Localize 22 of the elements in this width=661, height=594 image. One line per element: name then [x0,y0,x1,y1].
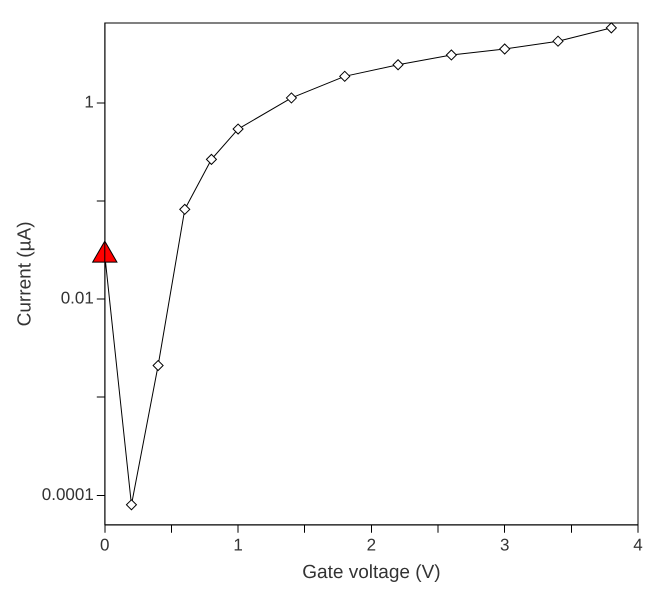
point [446,49,457,60]
y-tick-label: 0.0001 [42,484,94,504]
y-axis-title: Current (µA) [14,221,36,326]
point [339,70,350,82]
y-tick-label: 1 [84,92,94,112]
x-tick-label: 0 [100,536,110,555]
point [152,360,164,372]
x-axis-title: Gate voltage (V) [302,562,441,583]
point [499,44,510,55]
point [552,36,564,47]
x-tick-label: 1 [233,536,243,555]
x-tick-label: 4 [633,536,643,555]
point [232,124,244,135]
point [606,22,617,34]
y-tick-label: 0.01 [60,288,94,308]
point [392,59,404,70]
point [179,204,190,215]
point [126,499,137,510]
x-tick-label: 2 [366,536,376,555]
point [286,92,297,104]
x-tick-label: 3 [500,536,510,555]
point [206,154,217,165]
